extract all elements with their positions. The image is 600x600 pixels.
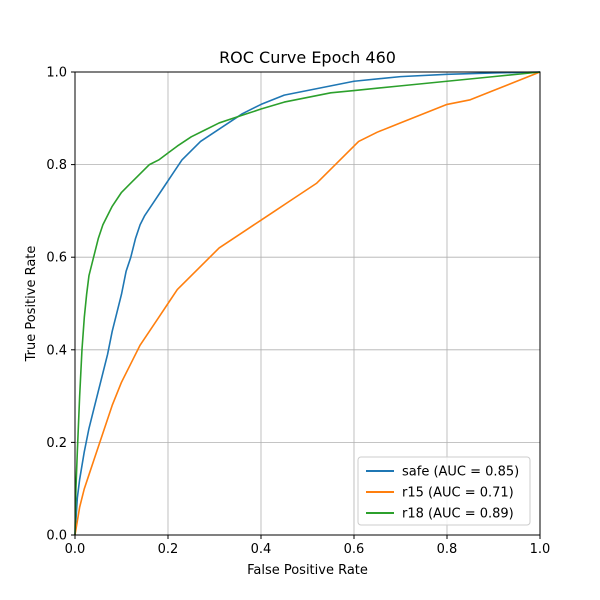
axis-ticks: 0.0 0.2 0.4 0.6 0.8 1.0 0.0 0.2 0.4 0.6 0.8 1.0: [46, 66, 550, 558]
y-tick-label: 0.8: [46, 158, 67, 173]
y-tick-label: 1.0: [46, 66, 67, 81]
x-tick-label: 0.2: [158, 542, 179, 557]
legend-label-r15: r15 (AUC = 0.71): [402, 486, 514, 501]
chart-title: ROC Curve Epoch 460: [219, 48, 396, 67]
series-line-safe: [74, 71, 541, 536]
y-tick-label: 0.4: [46, 343, 67, 358]
y-tick-label: 0.6: [46, 251, 67, 266]
x-tick-label: 0.8: [437, 542, 458, 557]
x-tick-label: 1.0: [530, 542, 551, 557]
y-tick-label: 0.0: [46, 529, 67, 544]
legend-box: [357, 456, 531, 526]
plot-frame: [74, 71, 541, 536]
y-axis-label: True Positive Rate: [24, 246, 39, 363]
plot-series: [74, 71, 541, 536]
legend-label-safe: safe (AUC = 0.85): [402, 465, 519, 480]
x-tick-label: 0.4: [251, 542, 272, 557]
legend: safe (AUC = 0.85) r15 (AUC = 0.71) r18 (AU…: [357, 456, 531, 526]
series-line-r15: [74, 71, 541, 536]
x-tick-label: 0.6: [344, 542, 365, 557]
x-axis-label: False Positive Rate: [247, 563, 368, 578]
series-line-r18: [74, 71, 541, 536]
legend-label-r18: r18 (AUC = 0.89): [402, 507, 514, 522]
x-tick-label: 0.0: [65, 542, 86, 557]
y-tick-label: 0.2: [46, 436, 67, 451]
